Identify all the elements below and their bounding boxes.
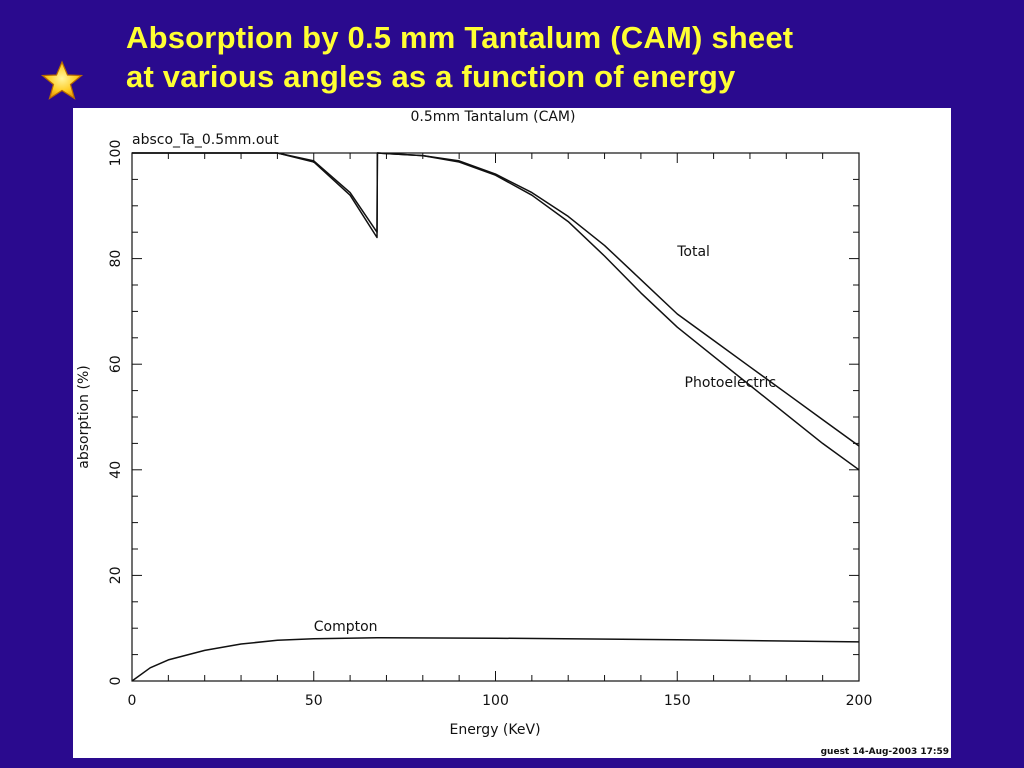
absorption-chart: 0.5mm Tantalum (CAM) absco_Ta_0.5mm.out … xyxy=(76,109,949,757)
series-labels: Total Photoelectric Compton xyxy=(314,244,776,635)
plot-panel: 0.5mm Tantalum (CAM) absco_Ta_0.5mm.out … xyxy=(73,108,951,758)
series-line-total xyxy=(132,152,860,447)
chart-subtitle: absco_Ta_0.5mm.out xyxy=(132,132,279,148)
series-label-total: Total xyxy=(676,244,710,260)
series-label-photoelectric: Photoelectric xyxy=(685,375,777,391)
y-axis-label: absorption (%) xyxy=(76,365,92,468)
y-tick-label: 60 xyxy=(108,355,124,373)
x-tick-label: 200 xyxy=(846,693,873,709)
series-label-compton: Compton xyxy=(314,619,378,635)
series-lines xyxy=(131,152,860,682)
series-line-compton xyxy=(131,636,860,682)
plot-frame xyxy=(131,152,860,682)
x-tick-label: 0 xyxy=(128,693,137,709)
axis-ticks xyxy=(131,152,860,682)
slide-title: Absorption by 0.5 mm Tantalum (CAM) shee… xyxy=(126,18,793,96)
slide-title-line2: at various angles as a function of energ… xyxy=(126,59,736,94)
axis-tick-labels: 0 50 100 150 200 0 20 40 60 80 100 xyxy=(108,140,872,709)
series-line-photoelectric xyxy=(132,152,860,471)
y-tick-label: 0 xyxy=(108,677,124,686)
star-icon xyxy=(40,60,84,100)
plot-footer: guest 14-Aug-2003 17:59 xyxy=(821,747,949,757)
slide-title-line1: Absorption by 0.5 mm Tantalum (CAM) shee… xyxy=(126,20,794,55)
x-tick-label: 50 xyxy=(305,693,323,709)
y-tick-label: 40 xyxy=(108,461,124,479)
y-tick-label: 20 xyxy=(108,566,124,584)
x-axis-label: Energy (KeV) xyxy=(449,722,540,738)
chart-title: 0.5mm Tantalum (CAM) xyxy=(411,109,576,125)
x-tick-label: 100 xyxy=(482,693,509,709)
y-tick-label: 100 xyxy=(108,140,124,167)
y-tick-label: 80 xyxy=(108,250,124,268)
x-tick-label: 150 xyxy=(664,693,691,709)
